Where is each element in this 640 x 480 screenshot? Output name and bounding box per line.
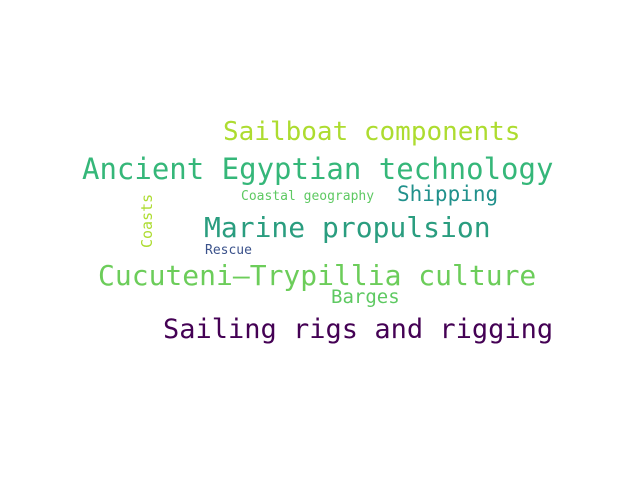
word-sailboat-components: Sailboat components	[223, 117, 521, 147]
word-marine-propulsion: Marine propulsion	[204, 211, 491, 244]
word-rescue: Rescue	[205, 243, 252, 258]
word-barges: Barges	[331, 286, 400, 308]
word-cucuteni-trypillia-culture: Cucuteni–Trypillia culture	[98, 259, 537, 292]
word-ancient-egyptian-technology: Ancient Egyptian technology	[82, 152, 554, 186]
word-sailing-rigs-and-rigging: Sailing rigs and rigging	[163, 314, 554, 345]
word-coastal-geography: Coastal geography	[241, 189, 375, 204]
word-coasts: Coasts	[138, 193, 156, 248]
word-shipping: Shipping	[397, 182, 499, 206]
